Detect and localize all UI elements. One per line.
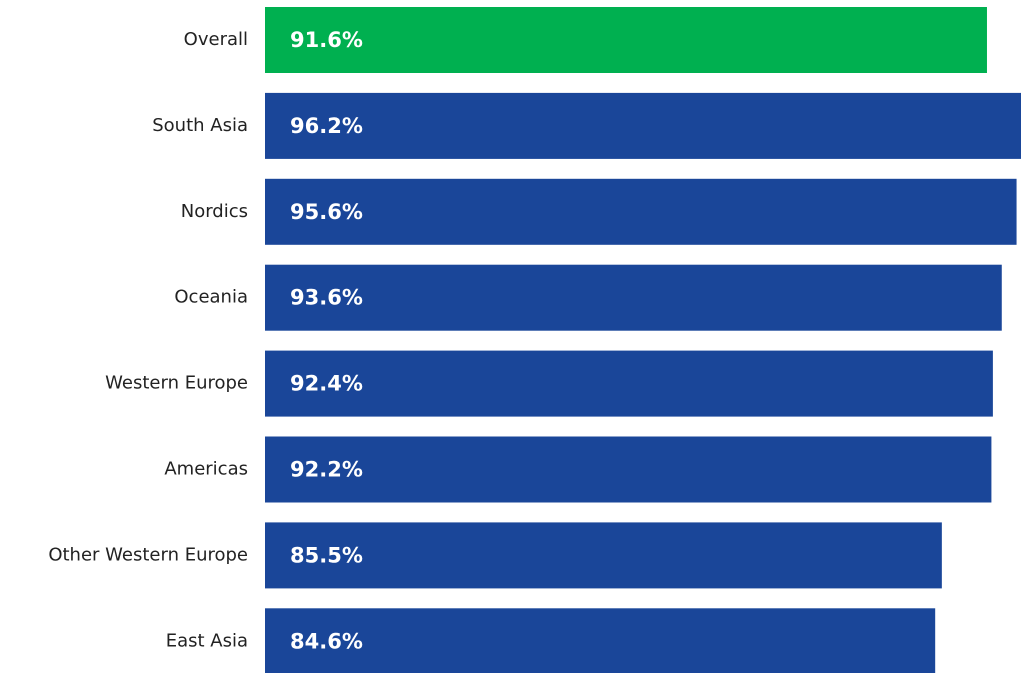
value-label: 85.5%	[290, 543, 363, 567]
value-label: 84.6%	[290, 629, 363, 653]
value-label: 92.2%	[290, 458, 363, 482]
category-label: Western Europe	[105, 373, 248, 394]
category-label: Nordics	[181, 201, 248, 222]
bar	[265, 178, 1017, 245]
category-label: Americas	[164, 459, 248, 480]
bar	[265, 522, 942, 589]
bar	[265, 608, 936, 673]
bar	[265, 264, 1002, 331]
category-label: South Asia	[152, 115, 248, 136]
bar	[265, 350, 993, 417]
value-label: 91.6%	[290, 28, 363, 52]
category-label: Other Western Europe	[48, 544, 248, 565]
bar	[265, 92, 1021, 159]
value-label: 93.6%	[290, 286, 363, 310]
value-label: 96.2%	[290, 114, 363, 138]
category-label: Oceania	[174, 287, 248, 308]
category-label: East Asia	[166, 630, 248, 651]
value-label: 95.6%	[290, 200, 363, 224]
category-label: Overall	[184, 29, 248, 50]
bar	[265, 7, 987, 73]
bar	[265, 436, 992, 503]
value-label: 92.4%	[290, 372, 363, 396]
